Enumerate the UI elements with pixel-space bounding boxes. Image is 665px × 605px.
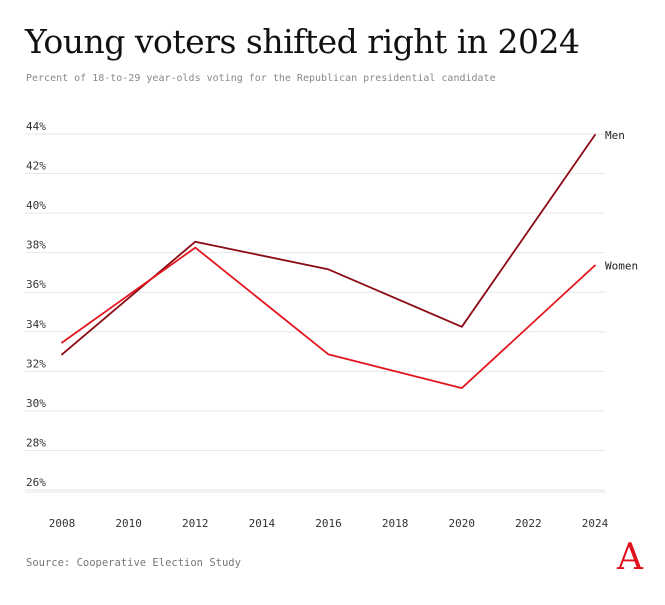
y-tick-label-34: 34% bbox=[26, 318, 46, 331]
x-tick-label-2008: 2008 bbox=[49, 517, 76, 530]
x-tick-label-2024: 2024 bbox=[582, 517, 609, 530]
y-tick-label-38: 38% bbox=[26, 239, 46, 252]
y-tick-label-26: 26% bbox=[26, 476, 46, 489]
y-tick-label-40: 40% bbox=[26, 199, 46, 212]
x-tick-label-2012: 2012 bbox=[182, 517, 209, 530]
chart-subtitle: Percent of 18-to-29 year-olds voting for… bbox=[26, 73, 496, 84]
chart-title: Young voters shifted right in 2024 bbox=[25, 22, 580, 61]
x-tick-label-2020: 2020 bbox=[449, 517, 476, 530]
atlantic-logo: A bbox=[617, 537, 643, 578]
y-tick-label-36: 36% bbox=[26, 278, 46, 291]
source-note: Source: Cooperative Election Study bbox=[26, 557, 241, 569]
y-tick-label-42: 42% bbox=[26, 160, 46, 173]
x-tick-label-2018: 2018 bbox=[382, 517, 409, 530]
y-tick-label-44: 44% bbox=[26, 120, 46, 133]
x-tick-label-2022: 2022 bbox=[515, 517, 542, 530]
x-tick-label-2010: 2010 bbox=[115, 517, 142, 530]
series-label-women: Women bbox=[605, 259, 638, 272]
x-tick-label-2014: 2014 bbox=[249, 517, 276, 530]
series-label-men: Men bbox=[605, 129, 625, 142]
y-tick-label-32: 32% bbox=[26, 357, 46, 370]
series-line-women bbox=[61, 246, 596, 390]
y-tick-label-28: 28% bbox=[26, 436, 46, 449]
x-tick-label-2016: 2016 bbox=[315, 517, 342, 530]
y-tick-label-30: 30% bbox=[26, 397, 46, 410]
series-line-men bbox=[61, 133, 596, 356]
